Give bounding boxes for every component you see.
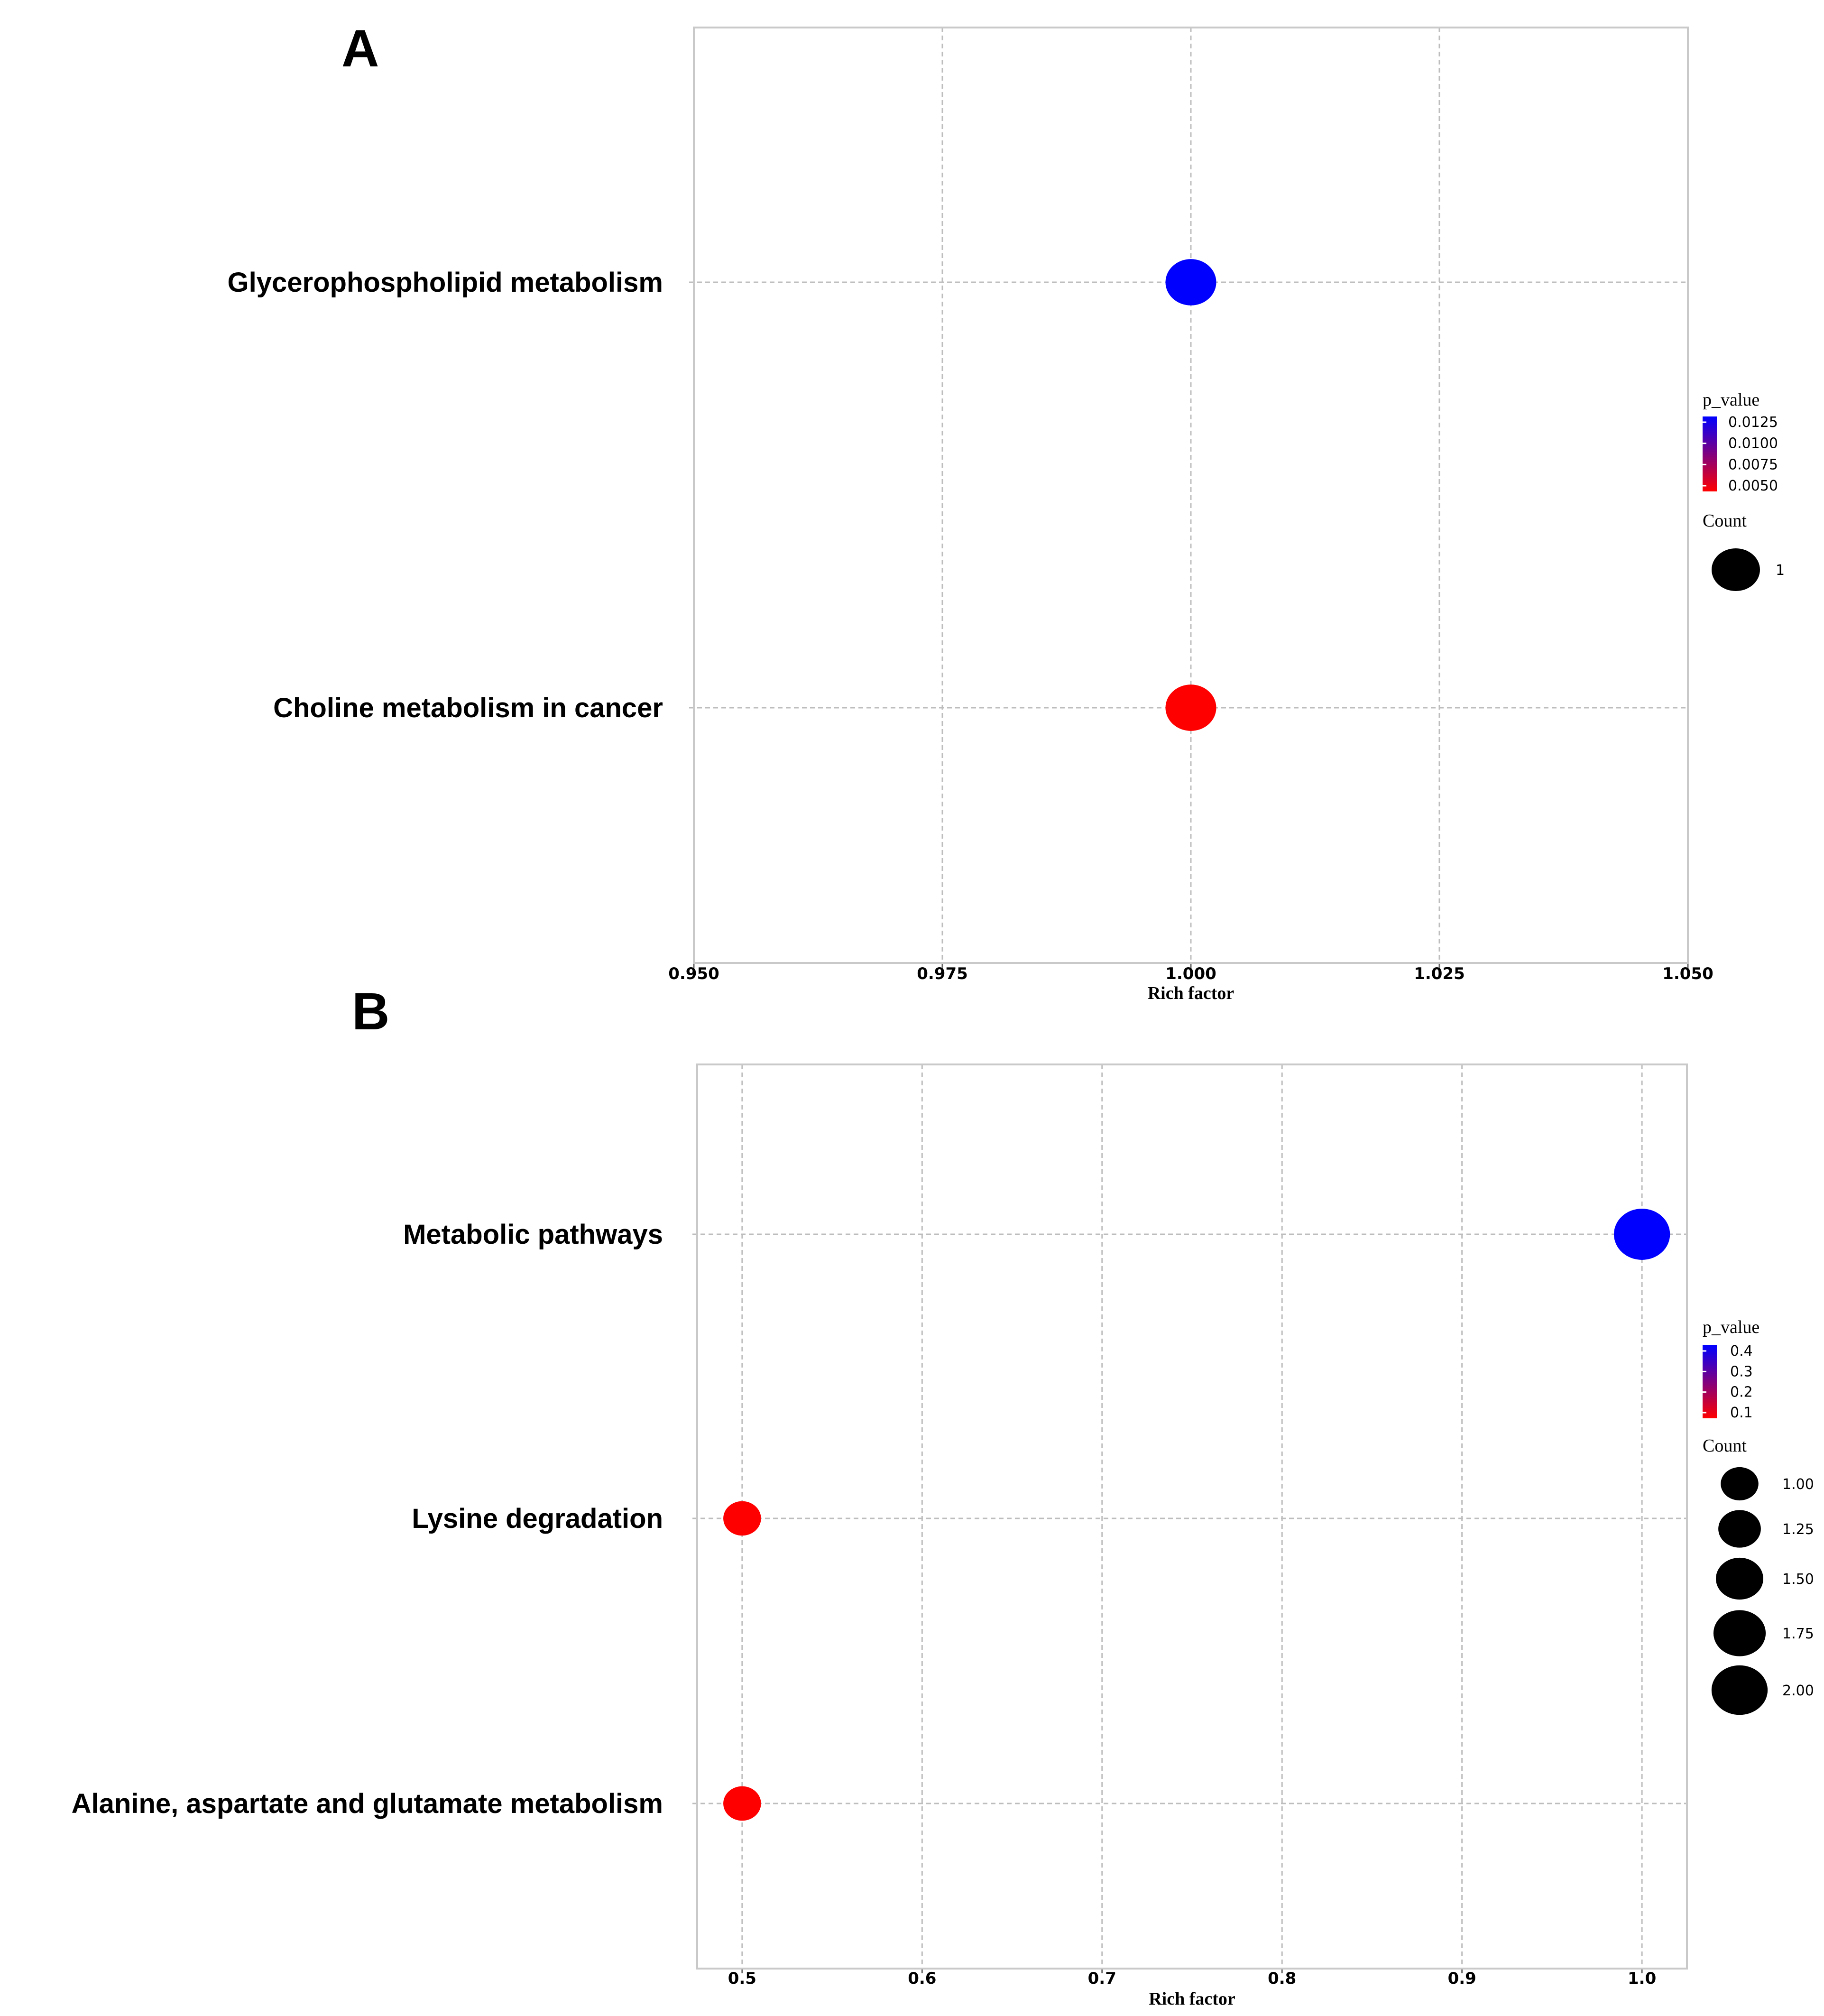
colorbar-tick-label: 0.0100 — [1728, 435, 1778, 452]
size-legend-label: 1.50 — [1782, 1571, 1814, 1588]
data-point — [1165, 259, 1216, 305]
x-tick-label: 1.000 — [1165, 964, 1216, 983]
size-legend-key — [1712, 548, 1760, 591]
size-legend-key — [1713, 1610, 1766, 1656]
colorbar-tick-label: 0.1 — [1730, 1405, 1753, 1421]
colorbar-tick-label: 0.2 — [1730, 1384, 1753, 1401]
data-point — [1165, 684, 1216, 731]
panel-letter: B — [352, 982, 389, 1041]
size-legend-key — [1718, 1510, 1761, 1548]
colorbar-tick-label: 0.0125 — [1728, 414, 1778, 431]
size-legend-title: Count — [1703, 1436, 1747, 1456]
x-tick-label: 0.6 — [908, 1969, 936, 1988]
x-tick-label: 0.5 — [728, 1969, 756, 1988]
color-legend-title: p_value — [1703, 1317, 1760, 1337]
y-category-label: Alanine, aspartate and glutamate metabol… — [72, 1788, 663, 1819]
panel-A: A 0.950 0.975 1.000 1.025 1.050 Glycerophospho… — [228, 19, 1785, 1003]
colorbar — [1703, 1345, 1717, 1418]
y-category-label: Choline metabolism in cancer — [273, 693, 663, 723]
colorbar — [1703, 416, 1717, 491]
x-tick-label: 0.975 — [917, 964, 968, 983]
data-point — [1613, 1209, 1670, 1260]
size-legend-label: 1.75 — [1782, 1626, 1814, 1642]
y-category-label: Glycerophospholipid metabolism — [228, 267, 663, 298]
plot-frame — [696, 1063, 1688, 1970]
x-axis-title: Rich factor — [1148, 983, 1234, 1003]
x-tick-label: 1.0 — [1628, 1969, 1656, 1988]
x-tick-label: 0.7 — [1088, 1969, 1116, 1988]
x-tick-label: 1.050 — [1662, 964, 1713, 983]
size-legend-label: 1.25 — [1782, 1521, 1814, 1538]
size-legend-key — [1716, 1557, 1763, 1600]
size-legend-label: 2.00 — [1782, 1683, 1814, 1699]
x-axis-title: Rich factor — [1149, 1989, 1235, 2009]
panel-B: B 0.5 0.6 0.7 0.8 0.9 1.0 Metabolic pathways Lys… — [72, 982, 1814, 2009]
size-legend-label: 1 — [1776, 562, 1785, 579]
colorbar-tick-label: 0.0075 — [1728, 456, 1778, 473]
colorbar-tick-label: 0.0050 — [1728, 478, 1778, 494]
y-category-label: Metabolic pathways — [403, 1219, 663, 1250]
size-legend-key — [1721, 1467, 1759, 1501]
data-point — [723, 1501, 761, 1536]
size-legend-label: 1.00 — [1782, 1476, 1814, 1493]
x-tick-label: 0.9 — [1448, 1969, 1476, 1988]
y-category-label: Lysine degradation — [412, 1503, 663, 1534]
colorbar-tick-label: 0.3 — [1730, 1363, 1753, 1380]
color-legend-title: p_value — [1703, 390, 1760, 410]
panel-letter: A — [341, 19, 379, 78]
x-tick-label: 0.8 — [1268, 1969, 1296, 1988]
size-legend-title: Count — [1703, 511, 1747, 531]
plot-frame — [693, 27, 1689, 964]
data-point — [723, 1786, 761, 1821]
size-legend-key — [1711, 1665, 1768, 1715]
x-tick-label: 1.025 — [1414, 964, 1465, 983]
colorbar-tick-label: 0.4 — [1730, 1343, 1753, 1359]
x-tick-label: 0.950 — [668, 964, 719, 983]
